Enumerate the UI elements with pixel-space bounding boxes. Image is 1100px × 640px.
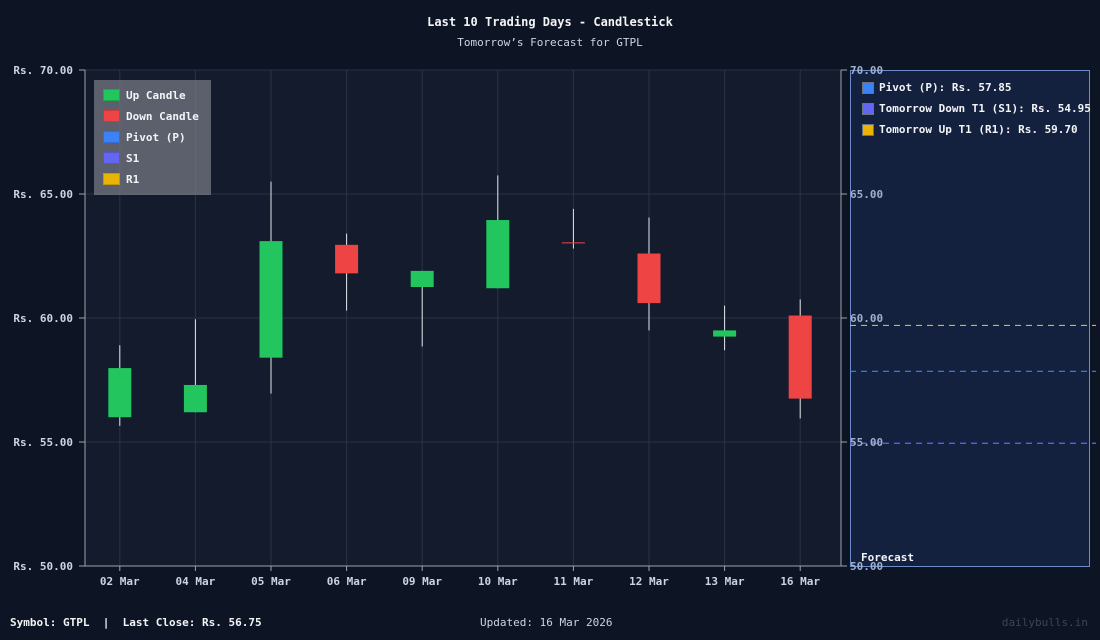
x-tick-label: 04 Mar: [176, 575, 216, 588]
x-tick-label: 11 Mar: [554, 575, 594, 588]
x-tick-label: 06 Mar: [327, 575, 367, 588]
legend-pivot: Pivot (P): [103, 130, 186, 144]
down-candle-swatch-icon: [103, 110, 120, 122]
forecast-panel: Pivot (P): Rs. 57.85 Tomorrow Down T1 (S…: [850, 70, 1091, 567]
down-candle: [561, 242, 585, 244]
y-tick-label: Rs. 50.00: [13, 560, 73, 573]
forecast-label: Forecast: [861, 551, 914, 564]
s1-swatch-icon: [103, 152, 120, 164]
y-tick-label: Rs. 65.00: [13, 188, 73, 201]
forecast-s1-label: Tomorrow Down T1 (S1): Rs. 54.95: [879, 102, 1091, 115]
up-candle: [259, 241, 283, 358]
legend-label: Up Candle: [126, 88, 186, 102]
up-candle-swatch-icon: [103, 89, 120, 101]
x-tick-label: 02 Mar: [100, 575, 140, 588]
x-tick-label: 10 Mar: [478, 575, 518, 588]
up-candle: [486, 220, 510, 289]
down-candle: [788, 315, 812, 399]
legend-label: S1: [126, 151, 140, 165]
x-tick-label: 09 Mar: [402, 575, 442, 588]
forecast-r1-label: Tomorrow Up T1 (R1): Rs. 59.70: [879, 123, 1078, 136]
forecast-r1-item: Tomorrow Up T1 (R1): Rs. 59.70: [862, 123, 1078, 136]
up-candle: [713, 330, 737, 337]
up-candle: [108, 368, 132, 418]
chart-legend: Up Candle Down Candle Pivot (P) S1 R1: [94, 80, 211, 195]
up-candle: [410, 270, 434, 287]
forecast-pivot-item: Pivot (P): Rs. 57.85: [862, 81, 1011, 94]
forecast-s1-item: Tomorrow Down T1 (S1): Rs. 54.95: [862, 102, 1091, 115]
legend-down-candle: Down Candle: [103, 109, 199, 123]
x-tick-label: 05 Mar: [251, 575, 291, 588]
s1-swatch-icon: [862, 102, 874, 115]
footer-updated: Updated: 16 Mar 2026: [480, 616, 613, 629]
y-tick-label: Rs. 70.00: [13, 64, 73, 77]
legend-label: R1: [126, 172, 140, 186]
chart-title: Last 10 Trading Days - Candlestick: [427, 15, 673, 29]
pivot-swatch-icon: [862, 81, 874, 94]
legend-r1: R1: [103, 172, 139, 186]
down-candle: [637, 253, 661, 304]
legend-label: Pivot (P): [126, 130, 186, 144]
r1-swatch-icon: [103, 173, 120, 185]
watermark: dailybulls.in: [1001, 616, 1088, 629]
x-tick-label: 16 Mar: [780, 575, 820, 588]
down-candle: [335, 244, 359, 274]
x-tick-label: 12 Mar: [629, 575, 669, 588]
x-tick-label: 13 Mar: [705, 575, 745, 588]
y-tick-label: Rs. 55.00: [13, 436, 73, 449]
forecast-pivot-label: Pivot (P): Rs. 57.85: [879, 81, 1012, 94]
chart-subtitle: Tomorrow’s Forecast for GTPL: [457, 36, 643, 49]
r1-swatch-icon: [862, 123, 874, 136]
legend-up-candle: Up Candle: [103, 88, 186, 102]
y-tick-label: Rs. 60.00: [13, 312, 73, 325]
up-candle: [183, 384, 207, 413]
legend-label: Down Candle: [126, 109, 199, 123]
pivot-swatch-icon: [103, 131, 120, 143]
footer-symbol-info: Symbol: GTPL | Last Close: Rs. 56.75: [10, 616, 262, 629]
legend-s1: S1: [103, 151, 139, 165]
